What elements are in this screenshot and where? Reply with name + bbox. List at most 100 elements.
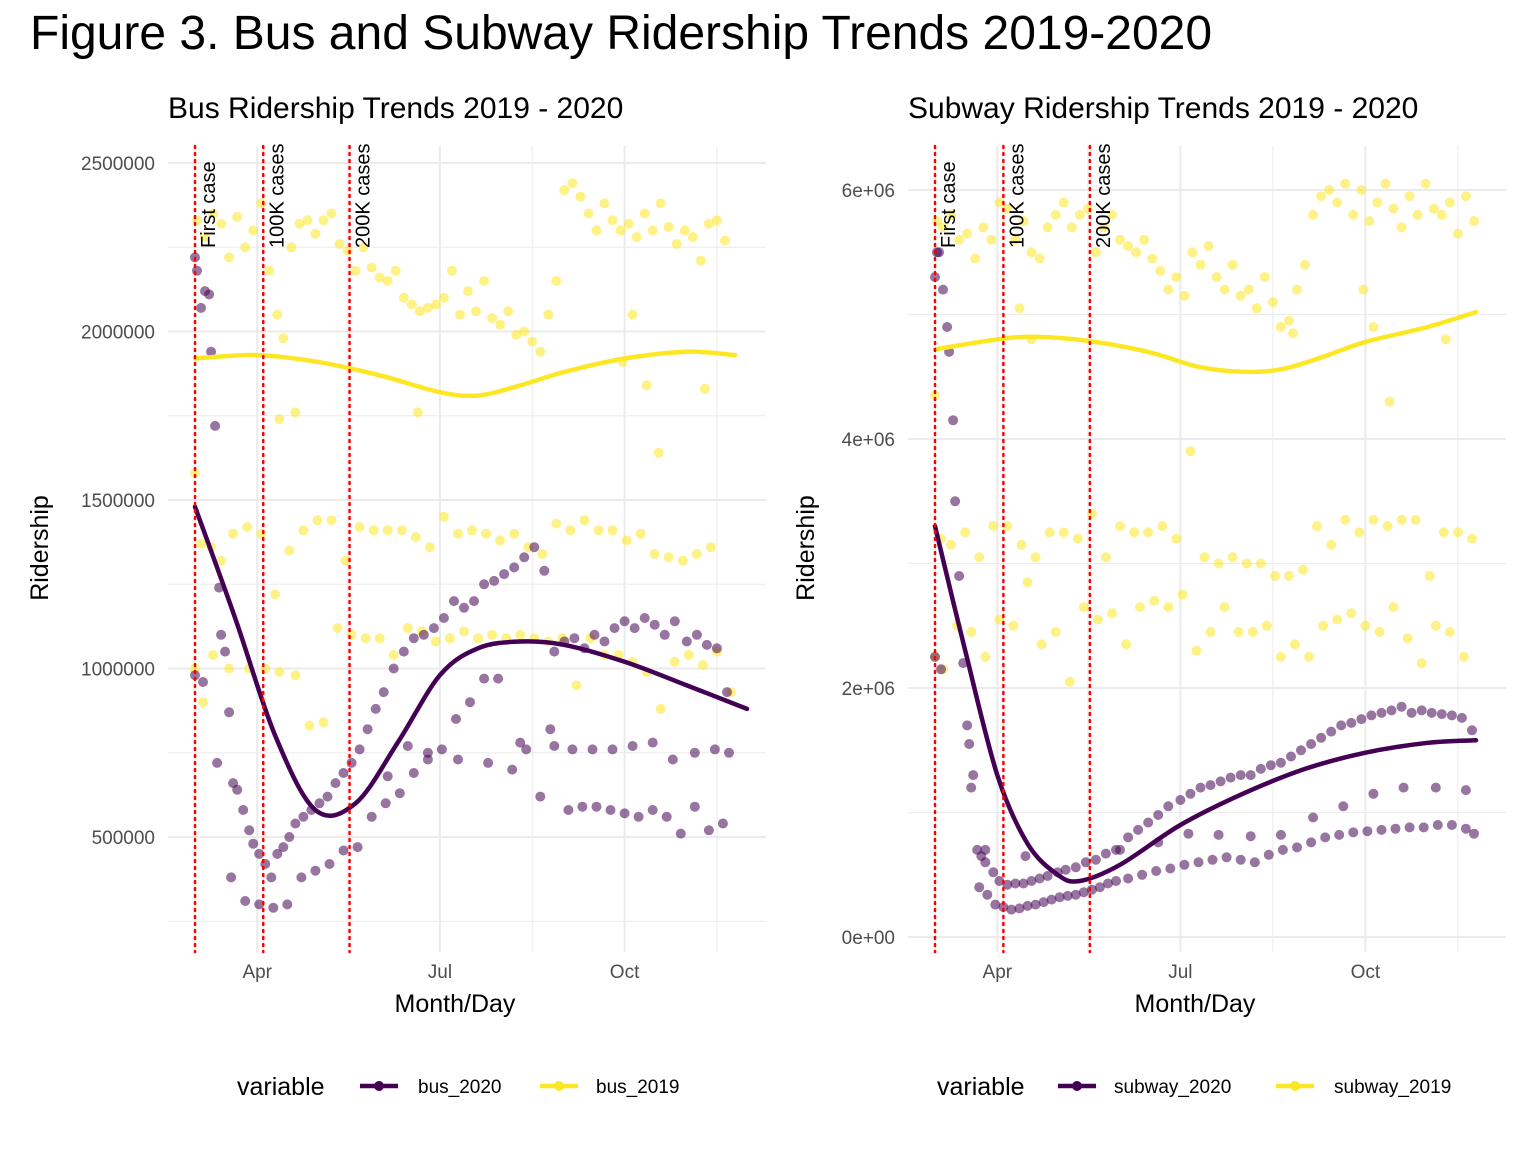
data-point [210, 420, 221, 431]
data-point [1080, 857, 1091, 868]
data-point [1446, 710, 1457, 721]
data-point [206, 346, 217, 357]
data-point [990, 899, 1001, 910]
data-point [278, 333, 289, 344]
data-point [290, 407, 301, 418]
legend-label: bus_2019 [596, 1077, 679, 1098]
data-point [1129, 527, 1140, 538]
data-point [1416, 705, 1427, 716]
data-point [326, 515, 337, 526]
data-point [571, 680, 582, 691]
data-point [1296, 745, 1306, 756]
data-point [1404, 191, 1415, 202]
data-point [1356, 185, 1367, 195]
data-point [671, 238, 682, 249]
legend-key-point [1290, 1081, 1300, 1091]
data-point [930, 390, 940, 401]
data-point [1100, 848, 1111, 859]
data-point [334, 238, 345, 249]
data-point [1030, 899, 1041, 910]
data-point [988, 521, 999, 532]
data-point [232, 784, 243, 795]
data-point [980, 857, 991, 868]
legend-key-point [554, 1081, 564, 1091]
data-point [699, 383, 710, 394]
data-point [1010, 234, 1021, 245]
data-point [248, 225, 259, 236]
data-point [689, 747, 700, 758]
data-point [1241, 558, 1252, 569]
data-point [1054, 892, 1065, 903]
data-point [412, 407, 423, 418]
data-point [1203, 241, 1214, 251]
data-point [1467, 533, 1477, 544]
data-point [1460, 785, 1471, 796]
data-point [318, 215, 329, 226]
event-label: 200K cases [353, 143, 375, 248]
data-point [438, 613, 449, 623]
data-point [535, 791, 546, 802]
data-point [1424, 571, 1435, 581]
data-point [1340, 178, 1351, 189]
data-point [418, 629, 429, 640]
data-point [960, 527, 971, 538]
data-point [519, 326, 530, 337]
data-point [521, 744, 532, 755]
data-point [535, 346, 546, 357]
data-point [1275, 829, 1286, 840]
data-point [609, 623, 620, 634]
data-point [980, 651, 991, 662]
data-point [483, 757, 494, 768]
data-point [1227, 259, 1238, 270]
data-point [1364, 216, 1375, 227]
data-point [978, 222, 989, 233]
data-point [663, 552, 674, 563]
y-axis-label: Ridership [792, 495, 820, 601]
data-point [449, 596, 459, 607]
data-point [298, 525, 309, 536]
data-point [360, 633, 371, 644]
data-point [1366, 710, 1377, 721]
data-point [1269, 571, 1280, 581]
data-point [1346, 717, 1357, 728]
data-point [1020, 851, 1031, 862]
data-point [1008, 620, 1019, 631]
data-point [254, 899, 265, 910]
data-point [589, 629, 600, 640]
data-point [1368, 322, 1379, 332]
data-point [489, 575, 500, 586]
data-point [1034, 873, 1045, 884]
data-point [1050, 627, 1061, 637]
data-point [326, 208, 337, 219]
data-point [1187, 247, 1198, 258]
data-point [1469, 216, 1479, 227]
data-point [1235, 290, 1246, 301]
data-point [1098, 222, 1109, 233]
data-point [647, 805, 658, 815]
data-point [695, 255, 706, 266]
data-point [350, 265, 361, 276]
data-point [569, 633, 580, 644]
legend-label: bus_2020 [418, 1077, 501, 1098]
data-point [1436, 709, 1447, 720]
data-point [1205, 627, 1216, 637]
y-tick-label: 1500000 [81, 491, 155, 512]
data-point [1316, 732, 1327, 743]
data-point [354, 522, 365, 532]
data-point [366, 262, 377, 273]
data-point [575, 191, 586, 202]
data-point [659, 629, 670, 640]
data-point [1452, 527, 1463, 538]
data-point [639, 208, 650, 219]
data-point [697, 660, 708, 671]
data-point [1014, 903, 1025, 914]
y-tick-label: 2e+06 [842, 679, 895, 700]
data-point [1010, 878, 1021, 889]
label-mask [158, 120, 776, 144]
data-point [1312, 521, 1323, 532]
data-point [691, 548, 702, 559]
data-point [1386, 705, 1397, 716]
data-point [382, 276, 393, 286]
data-point [1469, 828, 1479, 839]
data-point [1362, 826, 1373, 837]
